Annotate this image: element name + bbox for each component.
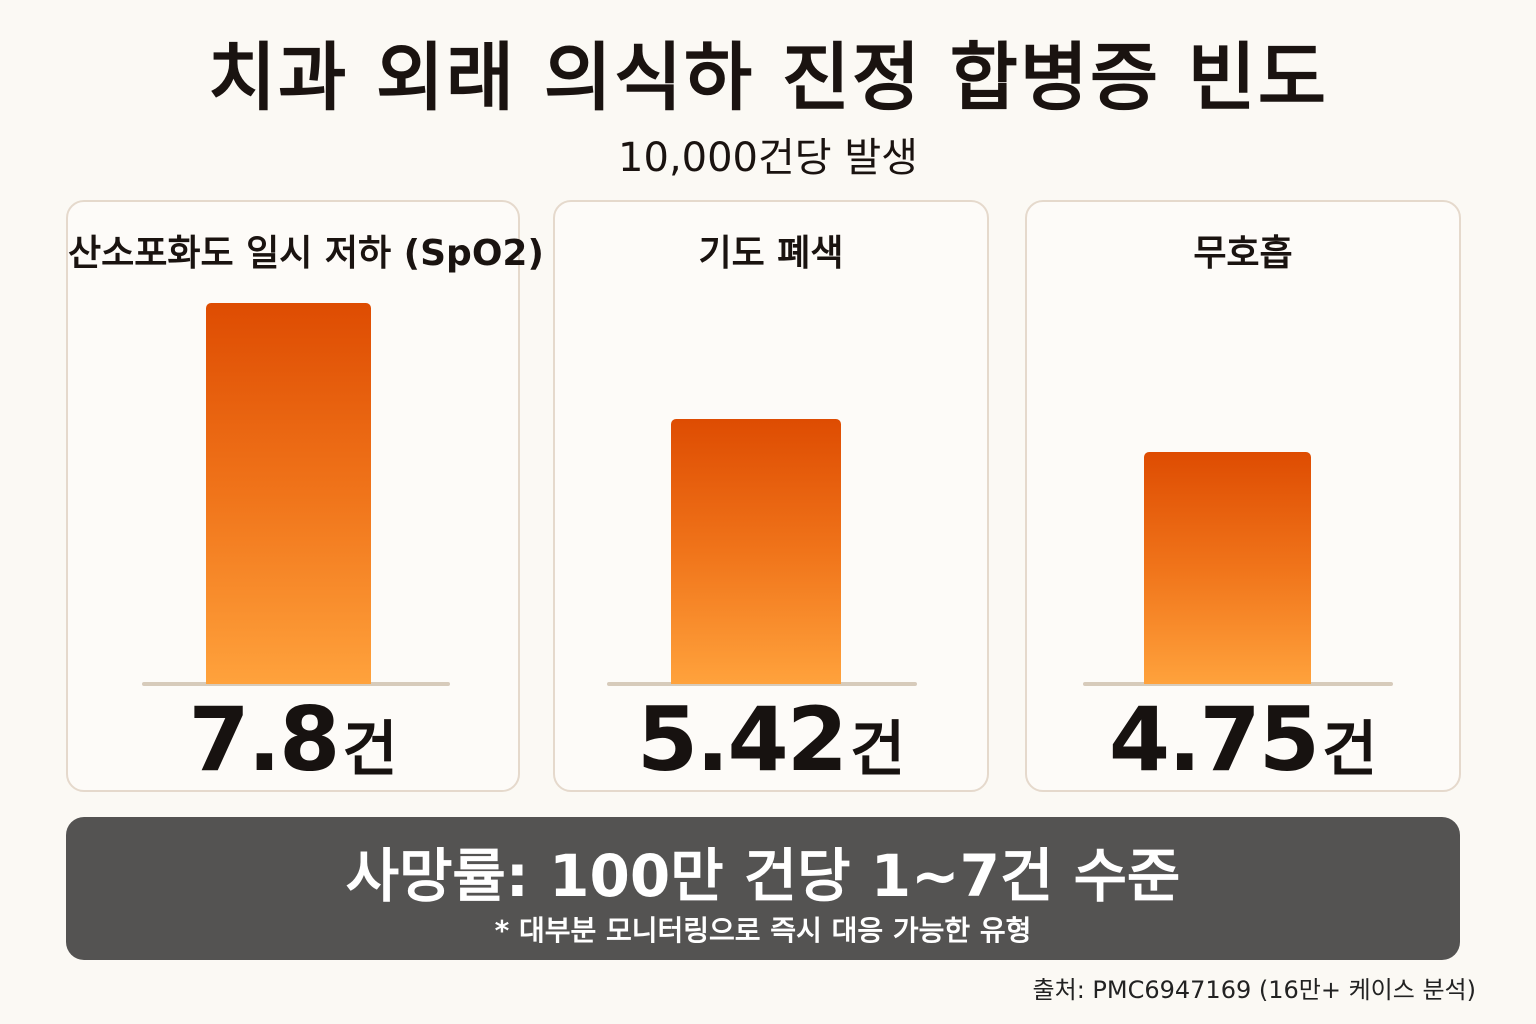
source-citation: 출처: PMC6947169 (16만+ 케이스 분석)	[1032, 976, 1476, 1004]
value-label-airway-obstruction: 5.42건	[553, 690, 989, 815]
value-unit-spo2: 건	[342, 715, 398, 785]
mortality-summary-box: 사망률: 100만 건당 1~7건 수준 * 대부분 모니터링으로 즉시 대응 …	[66, 817, 1460, 960]
mortality-summary-text: 사망률: 100만 건당 1~7건 수준	[345, 842, 1181, 910]
bar-airway-obstruction	[671, 419, 841, 684]
category-label-apnea: 무호흡	[1193, 233, 1293, 274]
baseline-spo2	[142, 682, 450, 686]
chart-subtitle: 10,000건당 발생	[618, 135, 918, 181]
value-unit-airway-obstruction: 건	[849, 715, 906, 785]
value-number-airway-obstruction: 5.42	[636, 688, 848, 791]
bar-apnea	[1144, 452, 1311, 684]
baseline-airway-obstruction	[607, 682, 917, 686]
category-label-airway-obstruction: 기도 폐색	[698, 233, 844, 274]
mortality-footnote: * 대부분 모니터링으로 즉시 대응 가능한 유형	[494, 914, 1032, 947]
value-label-spo2: 7.8건	[66, 690, 520, 815]
category-label-spo2: 산소포화도 일시 저하 (SpO2)	[68, 233, 544, 274]
card-airway-obstruction: 기도 폐색	[553, 200, 989, 792]
card-apnea: 무호흡	[1025, 200, 1461, 792]
value-number-apnea: 4.75	[1108, 688, 1320, 791]
value-unit-apnea: 건	[1321, 715, 1378, 785]
chart-title: 치과 외래 의식하 진정 합병증 빈도	[208, 35, 1328, 121]
bar-spo2	[206, 303, 371, 684]
baseline-apnea	[1083, 682, 1393, 686]
value-label-apnea: 4.75건	[1025, 690, 1461, 815]
value-number-spo2: 7.8	[188, 688, 340, 791]
card-spo2: 산소포화도 일시 저하 (SpO2)	[66, 200, 544, 792]
